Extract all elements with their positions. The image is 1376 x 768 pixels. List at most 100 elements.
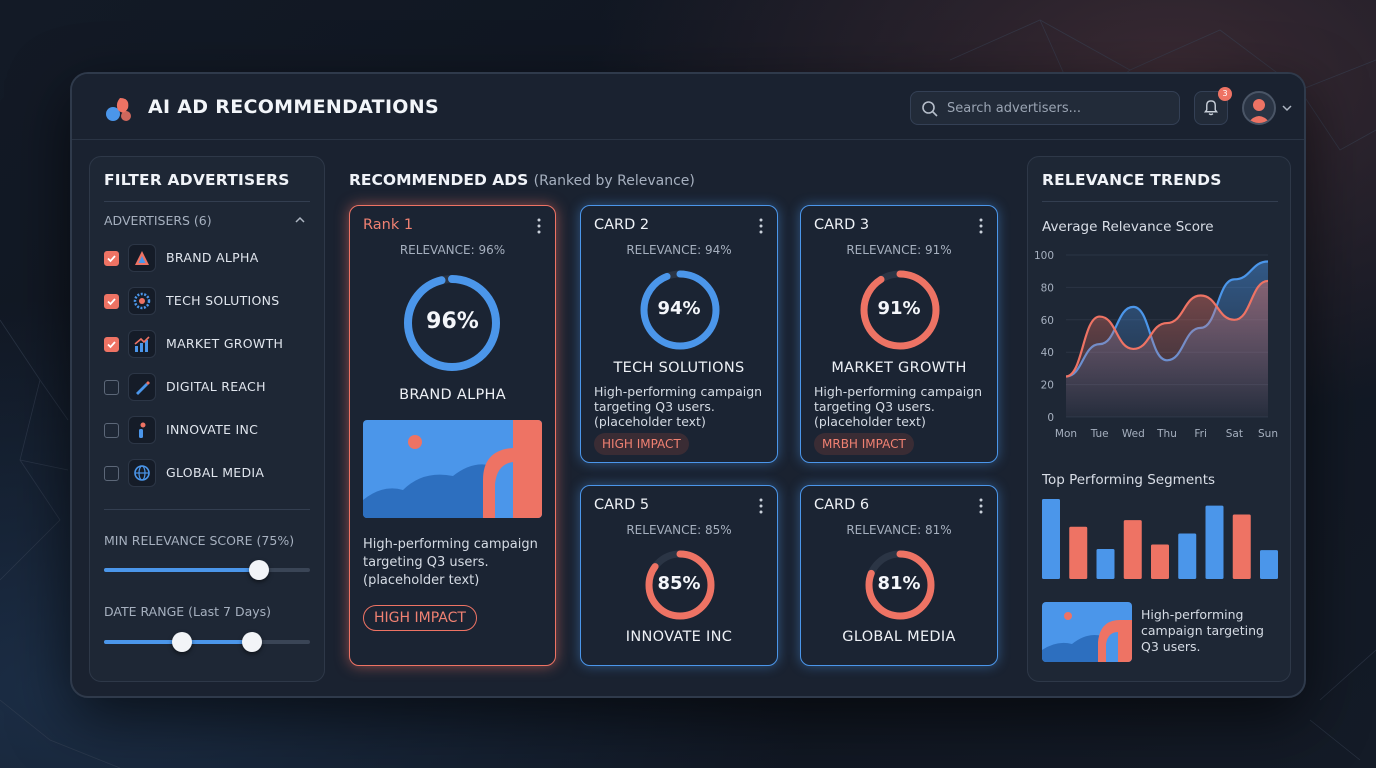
chevron-up-icon[interactable]: [294, 215, 306, 225]
brand-logo: [128, 330, 156, 358]
advertiser-item-market-growth[interactable]: MARKET GROWTH: [104, 329, 314, 359]
y-tick-label: 60: [1041, 315, 1054, 327]
card-title: CARD 3: [814, 217, 870, 233]
slider-handle-end[interactable]: [242, 632, 263, 652]
check-icon: [107, 255, 116, 263]
advertiser-item-brand-alpha[interactable]: BRAND ALPHA: [104, 243, 314, 273]
relevance-label: RELEVANCE: 94%: [626, 243, 732, 257]
segment-bar: [1205, 505, 1224, 579]
relevance-ring: [404, 275, 500, 371]
filter-title: FILTER ADVERTISERS: [104, 171, 290, 189]
card-description: High-performing campaign targeting Q3 us…: [814, 384, 982, 429]
advertiser-item-tech-solutions[interactable]: TECH SOLUTIONS: [104, 286, 314, 316]
segment-bar: [1178, 533, 1197, 579]
x-tick-label: Tue: [1090, 428, 1109, 440]
checkbox[interactable]: [104, 380, 119, 395]
check-icon: [107, 298, 116, 306]
desc-line: High-performing: [1141, 607, 1244, 622]
brand-logo: [128, 287, 156, 315]
desc-line: targeting Q3 users.: [594, 399, 715, 414]
relevance-arc: [860, 270, 940, 350]
divider: [1042, 201, 1278, 202]
relevance-value: 85%: [657, 573, 701, 594]
min-relevance-label: MIN RELEVANCE SCORE (75%): [104, 533, 295, 548]
ad-card-6[interactable]: CARD 6 RELEVANCE: 81% 81% GLOBAL MEDIA: [800, 485, 998, 666]
min-relevance-slider[interactable]: [104, 560, 310, 580]
bell-icon: [1203, 100, 1219, 116]
advertiser-item-global-media[interactable]: GLOBAL MEDIA: [104, 458, 314, 488]
more-options-icon[interactable]: [537, 218, 541, 234]
slider-handle-start[interactable]: [172, 632, 193, 652]
growth-chart-icon: [134, 336, 150, 352]
notifications-button[interactable]: 3: [1194, 87, 1232, 125]
desc-line: (placeholder text): [594, 414, 706, 429]
recommended-subtitle: (Ranked by Relevance): [533, 173, 695, 189]
impact-badge: HIGH IMPACT: [594, 433, 689, 455]
y-tick-label: 100: [1034, 250, 1054, 262]
segment-bar: [1232, 514, 1251, 579]
advertiser-item-innovate-inc[interactable]: INNOVATE INC: [104, 415, 314, 445]
ad-card-5[interactable]: CARD 5 RELEVANCE: 85% 85% INNOVATE INC: [580, 485, 778, 666]
relevance-ring: [865, 550, 935, 620]
globe-icon: [134, 465, 150, 481]
card-title: CARD 5: [594, 497, 650, 513]
more-options-icon[interactable]: [759, 498, 763, 514]
desc-line: High-performing campaign: [814, 384, 983, 399]
person-logo-icon: [139, 422, 146, 438]
ad-preview-image: [363, 420, 542, 518]
checkbox[interactable]: [104, 251, 119, 266]
desc-line: targeting Q3 users.: [363, 555, 489, 570]
checkbox[interactable]: [104, 294, 119, 309]
search-box[interactable]: [910, 91, 1180, 125]
more-options-icon[interactable]: [979, 498, 983, 514]
pencil-logo-icon: [136, 381, 150, 395]
checkbox[interactable]: [104, 466, 119, 481]
relevance-label: RELEVANCE: 85%: [626, 523, 732, 537]
segment-preview-image: [1042, 602, 1132, 662]
relevance-ring: [860, 270, 940, 350]
app-logo-icon: [106, 98, 131, 121]
relevance-arc: [404, 275, 500, 371]
checkbox[interactable]: [104, 423, 119, 438]
ad-card-3[interactable]: CARD 3 RELEVANCE: 91% 91% MARKET GROWTH …: [800, 205, 998, 463]
relevance-label: RELEVANCE: 96%: [399, 243, 506, 257]
segment-bar: [1151, 544, 1169, 579]
notification-badge: 3: [1218, 87, 1232, 101]
date-range-label: DATE RANGE (Last 7 Days): [104, 604, 272, 619]
app-title: AI AD RECOMMENDATIONS: [148, 96, 439, 118]
segment-bar: [1096, 549, 1115, 579]
advertiser-item-digital-reach[interactable]: DIGITAL REACH: [104, 372, 314, 402]
relevance-value: 91%: [877, 298, 921, 319]
bar-chart-title: Top Performing Segments: [1042, 472, 1216, 488]
search-input[interactable]: [947, 97, 1167, 119]
card-title: Rank 1: [363, 217, 414, 233]
advertiser-label: TECH SOLUTIONS: [166, 293, 280, 308]
series-line: [1065, 279, 1269, 378]
slider-handle[interactable]: [248, 560, 269, 580]
ad-card-2[interactable]: CARD 2 RELEVANCE: 94% 94% TECH SOLUTIONS…: [580, 205, 778, 463]
y-tick-label: 80: [1041, 282, 1054, 294]
advertisers-header: ADVERTISERS (6): [104, 213, 212, 228]
segments-bar-chart: [1042, 499, 1278, 579]
ad-card-rank-1[interactable]: Rank 1 RELEVANCE: 96% 96% BRAND ALPHA Hi…: [349, 205, 556, 666]
chevron-down-icon[interactable]: [1282, 103, 1292, 113]
user-avatar[interactable]: [1242, 91, 1276, 125]
divider: [104, 509, 310, 510]
slider-fill: [104, 568, 259, 572]
relevance-value: 94%: [657, 298, 701, 319]
relevance-line-chart: 0 20 40 60 80 100 Mon Tue Wed Thu Fri Sat Sun: [1034, 250, 1278, 440]
card-title: CARD 6: [814, 497, 870, 513]
relevance-ring: [645, 550, 715, 620]
more-options-icon[interactable]: [979, 218, 983, 234]
checkbox[interactable]: [104, 337, 119, 352]
date-range-slider[interactable]: [104, 632, 310, 652]
segment-bar: [1260, 550, 1278, 579]
impact-badge: MRBH IMPACT: [814, 433, 914, 455]
x-tick-label: Sat: [1226, 428, 1243, 440]
user-avatar-icon: [1248, 99, 1270, 123]
impact-badge: HIGH IMPACT: [363, 605, 477, 631]
card-advertiser-name: TECH SOLUTIONS: [613, 360, 745, 376]
more-options-icon[interactable]: [759, 218, 763, 234]
desc-line: High-performing campaign: [363, 537, 538, 552]
x-tick-label: Thu: [1156, 428, 1177, 440]
